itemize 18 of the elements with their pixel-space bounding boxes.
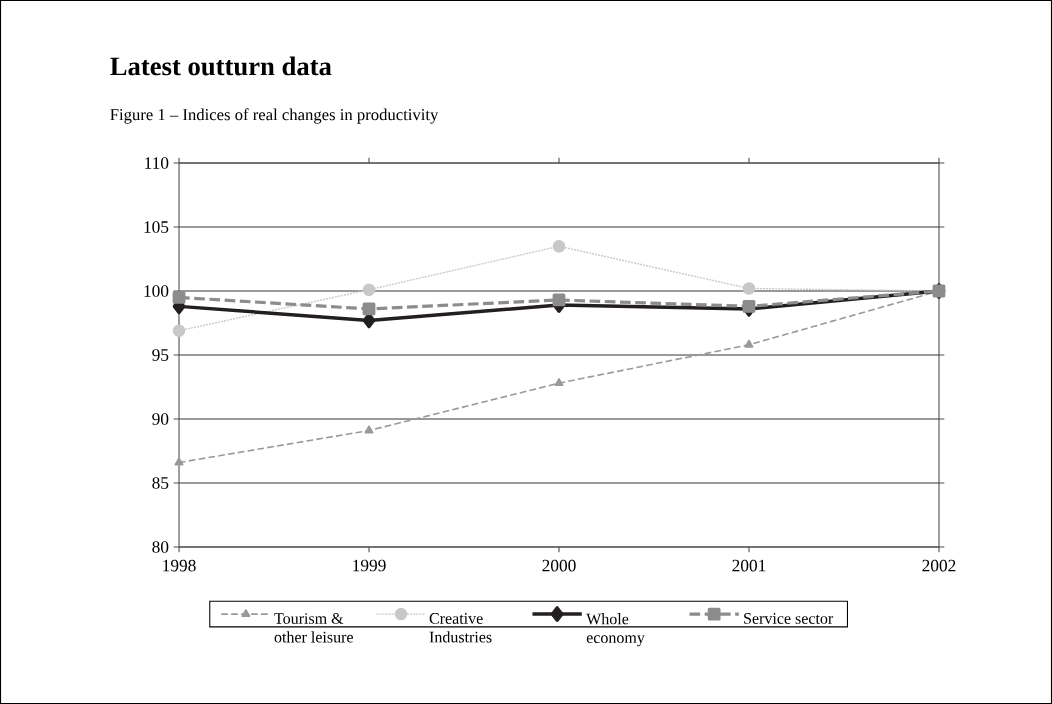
legend-label: Whole economy [586,613,645,647]
y-tick-label: 80 [152,541,169,553]
x-tick-label: 2002 [922,559,956,572]
y-tick-label: 110 [145,157,169,169]
legend-label: Tourism & other leisure [274,613,353,643]
x-tick-label: 1999 [353,559,386,572]
x-tick-label: 2001 [732,559,766,572]
y-tick-label: 95 [152,349,169,361]
y-tick-label: 100 [144,285,169,297]
chart-subtitle: Figure 1 – Indices of real changes in productivity [110,108,439,124]
x-tick-label: 1998 [163,559,196,572]
chart-title: Latest outturn data [110,56,332,76]
y-tick-label: 90 [152,413,169,425]
y-tick-label: 85 [152,477,169,489]
x-tick-label: 2000 [542,559,576,572]
legend-label: Creative Industries [429,613,492,643]
y-tick-label: 105 [144,221,169,233]
legend-label: Service sector [744,613,834,624]
